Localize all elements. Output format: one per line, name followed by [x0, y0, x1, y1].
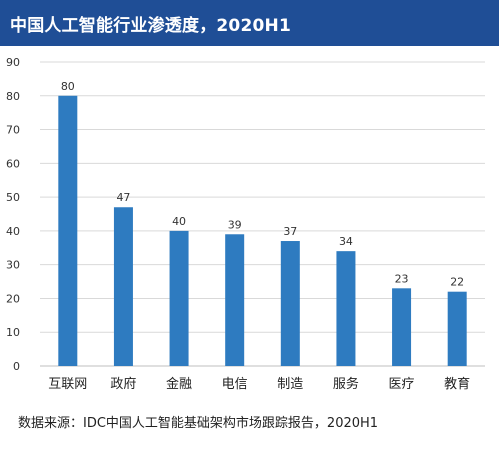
chart-title: 中国人工智能行业渗透度，2020H1: [10, 15, 291, 36]
x-tick-label: 电信: [222, 377, 248, 392]
bar: [113, 207, 133, 366]
y-tick-label: 90: [6, 56, 20, 69]
data-label: 22: [450, 276, 464, 289]
title-bar: 中国人工智能行业渗透度，2020H1: [0, 0, 499, 46]
y-tick-label: 20: [6, 292, 20, 305]
x-tick-label: 金融: [166, 376, 192, 392]
y-tick-label: 40: [6, 225, 20, 238]
bar: [392, 288, 412, 366]
data-label: 40: [172, 215, 186, 228]
bar: [447, 291, 467, 366]
y-tick-label: 70: [6, 124, 20, 137]
data-label: 80: [61, 80, 75, 93]
data-label: 47: [116, 191, 130, 204]
x-tick-label: 制造: [277, 377, 303, 392]
x-tick-label: 医疗: [389, 377, 415, 392]
x-tick-label: 教育: [444, 376, 470, 392]
y-tick-label: 80: [6, 90, 20, 103]
bar: [225, 234, 245, 366]
y-tick-label: 0: [13, 360, 20, 373]
bar: [58, 95, 78, 367]
bar: [280, 241, 300, 366]
y-tick-label: 30: [6, 259, 20, 272]
y-tick-label: 50: [6, 191, 20, 204]
bar: [336, 251, 356, 366]
data-label: 23: [395, 272, 409, 285]
data-label: 37: [283, 225, 297, 238]
x-tick-label: 互联网: [48, 377, 87, 392]
y-tick-label: 60: [6, 157, 20, 170]
data-label: 34: [339, 235, 353, 248]
x-tick-label: 政府: [110, 377, 136, 392]
data-source-note: 数据来源：IDC中国人工智能基础架构市场跟踪报告，2020H1: [18, 416, 379, 431]
data-label: 39: [228, 218, 242, 231]
y-tick-label: 10: [6, 326, 20, 339]
x-tick-label: 服务: [333, 376, 359, 392]
bar: [169, 230, 189, 366]
bar-chart: 0 10 20 30 40 50 60 70 80 90 80 互联网 47 政府 40 金融 39 电信 37 制造…: [6, 56, 485, 392]
